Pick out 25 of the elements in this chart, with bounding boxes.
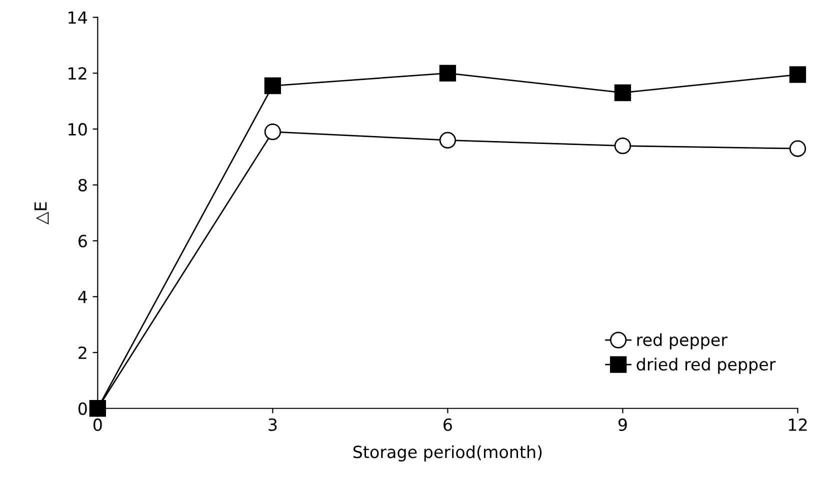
point — [614, 137, 632, 154]
y-tick-label: 4 — [78, 290, 88, 303]
point — [264, 77, 282, 94]
y-tick-label: 8 — [78, 178, 87, 192]
point — [789, 66, 806, 83]
point — [264, 124, 282, 140]
x-tick-label: 12 — [788, 418, 807, 431]
legend-label: dried red pepper — [636, 358, 776, 374]
y-tick-label: 6 — [78, 234, 87, 248]
point — [439, 64, 456, 82]
legend-label: red pepper — [637, 333, 728, 350]
y-tick-label: 10 — [68, 123, 87, 136]
y-tick-label: 14 — [68, 12, 88, 24]
y-tick-label: 0 — [78, 402, 87, 415]
point — [439, 132, 456, 149]
point — [789, 140, 806, 157]
y-axis-title: △E — [34, 202, 49, 224]
x-tick-label: 9 — [618, 418, 627, 431]
x-axis-title: Storage period(month) — [353, 445, 542, 462]
point — [614, 84, 632, 102]
x-tick-label: 6 — [444, 418, 452, 431]
x-tick-label: 0 — [93, 418, 102, 431]
y-tick-label: 12 — [68, 67, 86, 80]
x-tick-label: 3 — [268, 418, 277, 431]
y-tick-label: 2 — [78, 346, 86, 359]
